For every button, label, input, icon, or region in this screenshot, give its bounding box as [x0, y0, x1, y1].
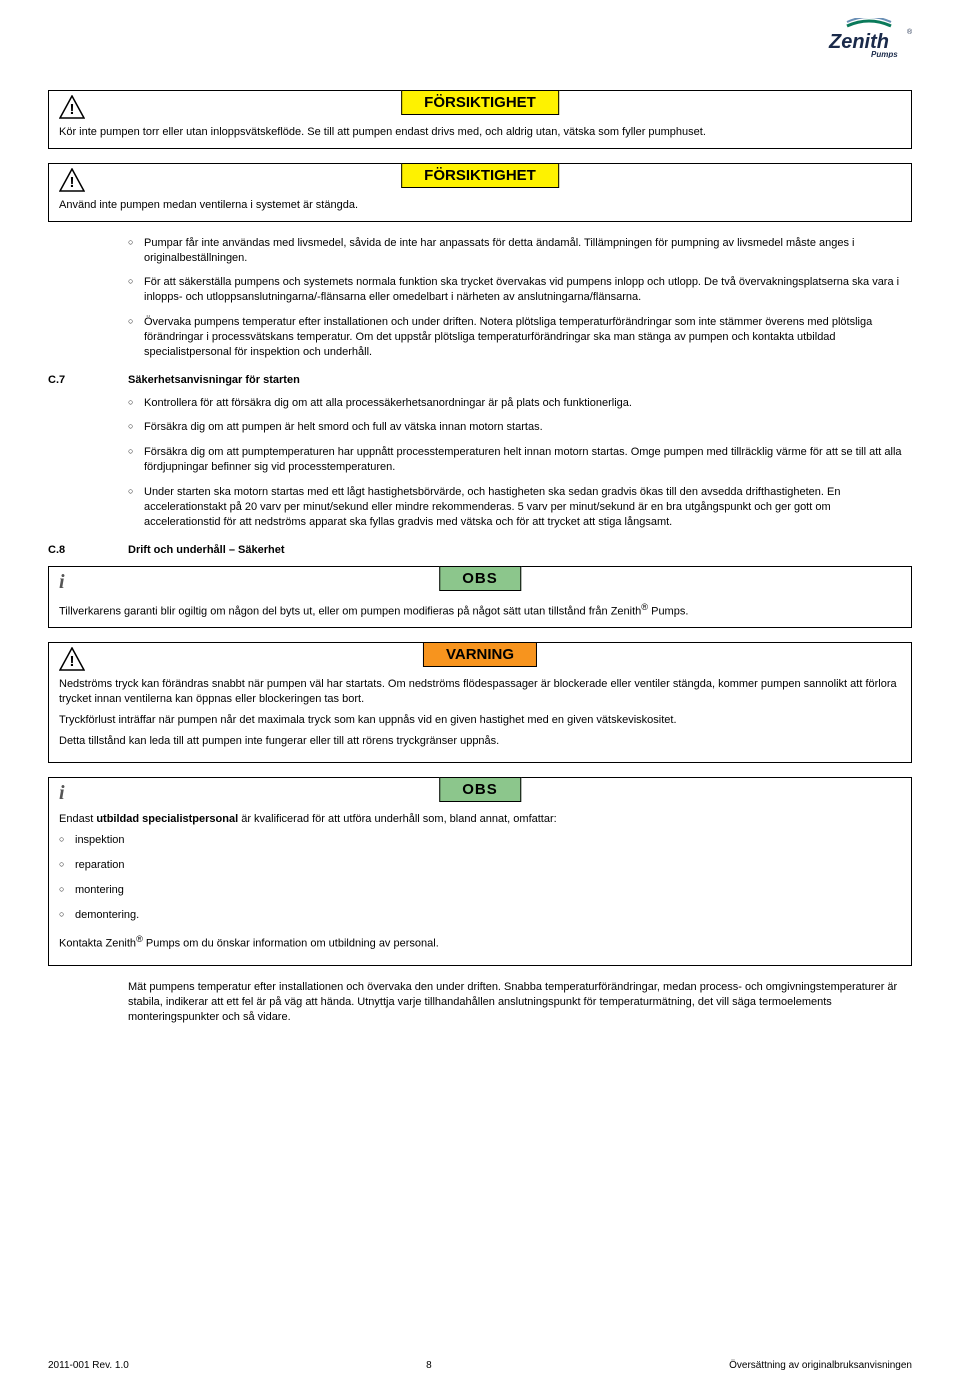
- paragraph: Kontakta Zenith® Pumps om du önskar info…: [59, 933, 901, 952]
- list-item: inspektion: [59, 833, 901, 848]
- paragraph: Detta tillstånd kan leda till att pumpen…: [59, 734, 901, 749]
- bullet-list: Kontrollera för att försäkra dig om att …: [128, 396, 902, 530]
- zenith-logo-icon: Zenith ® Pumps: [827, 18, 912, 58]
- note-box-1: i OBS Tillverkarens garanti blir ogiltig…: [48, 566, 912, 629]
- section-number: C.7: [48, 374, 128, 386]
- bullet-list: Pumpar får inte användas med livsmedel, …: [128, 236, 902, 360]
- section-number: C.8: [48, 544, 128, 556]
- note-box-2: i OBS Endast utbildad specialistpersonal…: [48, 777, 912, 966]
- text-span: Endast: [59, 813, 96, 825]
- warning-box: ! VARNING Nedströms tryck kan förändras …: [48, 642, 912, 763]
- svg-text:!: !: [70, 653, 75, 670]
- section-c8-heading: C.8 Drift och underhåll – Säkerhet: [48, 544, 912, 556]
- caution-badge: FÖRSIKTIGHET: [401, 90, 559, 115]
- info-icon: i: [59, 571, 65, 594]
- list-item: Försäkra dig om att pumpen är helt smord…: [128, 420, 902, 435]
- registered-mark: ®: [136, 934, 143, 944]
- footer-right: Översättning av originalbruksanvisningen: [729, 1360, 912, 1371]
- footer-left: 2011-001 Rev. 1.0: [48, 1360, 129, 1371]
- warning-badge: VARNING: [423, 642, 537, 667]
- note-badge: OBS: [439, 777, 521, 802]
- list-item: För att säkerställa pumpens och systemet…: [128, 275, 902, 305]
- info-icon: i: [59, 782, 65, 805]
- list-item: Kontrollera för att försäkra dig om att …: [128, 396, 902, 411]
- callout-text: Använd inte pumpen medan ventilerna i sy…: [59, 198, 901, 213]
- caution-badge: FÖRSIKTIGHET: [401, 163, 559, 188]
- brand-logo: Zenith ® Pumps: [827, 18, 912, 61]
- text-span: Tillverkarens garanti blir ogiltig om nå…: [59, 605, 641, 617]
- bold-text: utbildad specialistpersonal: [96, 813, 238, 825]
- text-span: Pumps om du önskar information om utbild…: [143, 937, 439, 949]
- svg-text:®: ®: [907, 28, 912, 36]
- caution-box-2: ! FÖRSIKTIGHET Använd inte pumpen medan …: [48, 163, 912, 222]
- paragraph: Tryckförlust inträffar när pumpen når de…: [59, 713, 901, 728]
- warning-triangle-icon: !: [59, 647, 85, 674]
- warning-triangle-icon: !: [59, 95, 85, 122]
- footer-page-number: 8: [426, 1360, 432, 1371]
- list-item: Försäkra dig om att pumptemperaturen har…: [128, 445, 902, 475]
- page: Zenith ® Pumps ! FÖRSIKTIGHET Kör inte p…: [0, 0, 960, 1383]
- callout-text: Tillverkarens garanti blir ogiltig om nå…: [59, 601, 901, 620]
- svg-text:!: !: [70, 174, 75, 191]
- section-c7-body: Kontrollera för att försäkra dig om att …: [48, 396, 912, 530]
- warning-triangle-icon: !: [59, 168, 85, 195]
- page-footer: 2011-001 Rev. 1.0 8 Översättning av orig…: [0, 1360, 960, 1371]
- section-c7-heading: C.7 Säkerhetsanvisningar för starten: [48, 374, 912, 386]
- list-item: Övervaka pumpens temperatur efter instal…: [128, 315, 902, 360]
- list-item: reparation: [59, 858, 901, 873]
- bullet-list: inspektion reparation montering demonter…: [59, 833, 901, 922]
- list-item: montering: [59, 883, 901, 898]
- callout-text: Kör inte pumpen torr eller utan inloppsv…: [59, 125, 901, 140]
- caution-box-1: ! FÖRSIKTIGHET Kör inte pumpen torr elle…: [48, 90, 912, 149]
- svg-text:!: !: [70, 101, 75, 118]
- section-title: Drift och underhåll – Säkerhet: [128, 544, 284, 556]
- list-item: Pumpar får inte användas med livsmedel, …: [128, 236, 902, 266]
- content-area: ! FÖRSIKTIGHET Kör inte pumpen torr elle…: [48, 20, 912, 1025]
- callout-text: Endast utbildad specialistpersonal är kv…: [59, 812, 901, 951]
- section-title: Säkerhetsanvisningar för starten: [128, 374, 300, 386]
- final-paragraph: Mät pumpens temperatur efter installatio…: [48, 980, 912, 1025]
- list-item: Under starten ska motorn startas med ett…: [128, 485, 902, 530]
- text-span: Kontakta Zenith: [59, 937, 136, 949]
- bullet-block: Pumpar får inte användas med livsmedel, …: [48, 236, 912, 360]
- svg-text:Pumps: Pumps: [871, 50, 898, 58]
- list-item: demontering.: [59, 908, 901, 923]
- text-span: är kvalificerad för att utföra underhåll…: [238, 813, 557, 825]
- paragraph: Nedströms tryck kan förändras snabbt när…: [59, 677, 901, 707]
- callout-text: Nedströms tryck kan förändras snabbt när…: [59, 677, 901, 748]
- note-badge: OBS: [439, 566, 521, 591]
- paragraph: Endast utbildad specialistpersonal är kv…: [59, 812, 901, 827]
- text-span: Pumps.: [648, 605, 688, 617]
